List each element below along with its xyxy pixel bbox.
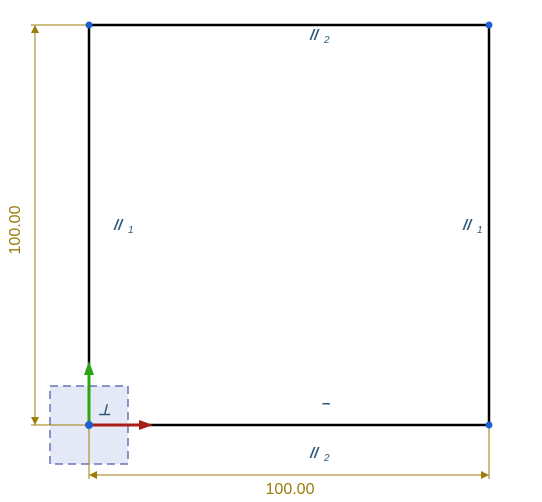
sketch-square[interactable] <box>89 25 489 425</box>
cad-sketch-canvas: 100.00100.00//2//1//1//2–⊥ <box>0 0 542 502</box>
sketch-vertex[interactable] <box>486 422 493 429</box>
dim-arrow <box>481 471 489 479</box>
svg-text:2: 2 <box>323 35 330 46</box>
dim-arrow <box>31 25 39 33</box>
origin-x-arrow <box>139 420 153 430</box>
svg-text:1: 1 <box>128 225 134 236</box>
dim-value-vertical[interactable]: 100.00 <box>7 205 24 254</box>
dim-value-horizontal[interactable]: 100.00 <box>266 481 315 498</box>
svg-text://: // <box>309 27 320 44</box>
svg-text://: // <box>113 217 124 234</box>
sketch-vertex[interactable] <box>486 22 493 29</box>
constraint-horizontal-icon[interactable]: – <box>322 395 330 412</box>
constraint-parallel-icon[interactable]: // 1 <box>462 217 483 236</box>
sketch-vertex[interactable] <box>86 22 93 29</box>
constraint-perpendicular-icon[interactable]: ⊥ <box>98 402 111 419</box>
constraint-parallel-icon[interactable]: //2 <box>309 27 330 46</box>
svg-text:1: 1 <box>477 225 483 236</box>
dim-arrow <box>31 417 39 425</box>
svg-text://: // <box>462 217 473 234</box>
origin-point[interactable] <box>85 421 93 429</box>
constraint-parallel-icon[interactable]: //2 <box>309 445 330 464</box>
svg-text://: // <box>309 445 320 462</box>
constraint-parallel-icon[interactable]: // 1 <box>113 217 134 236</box>
svg-text:2: 2 <box>323 453 330 464</box>
dim-arrow <box>89 471 97 479</box>
origin-y-arrow <box>84 361 94 375</box>
